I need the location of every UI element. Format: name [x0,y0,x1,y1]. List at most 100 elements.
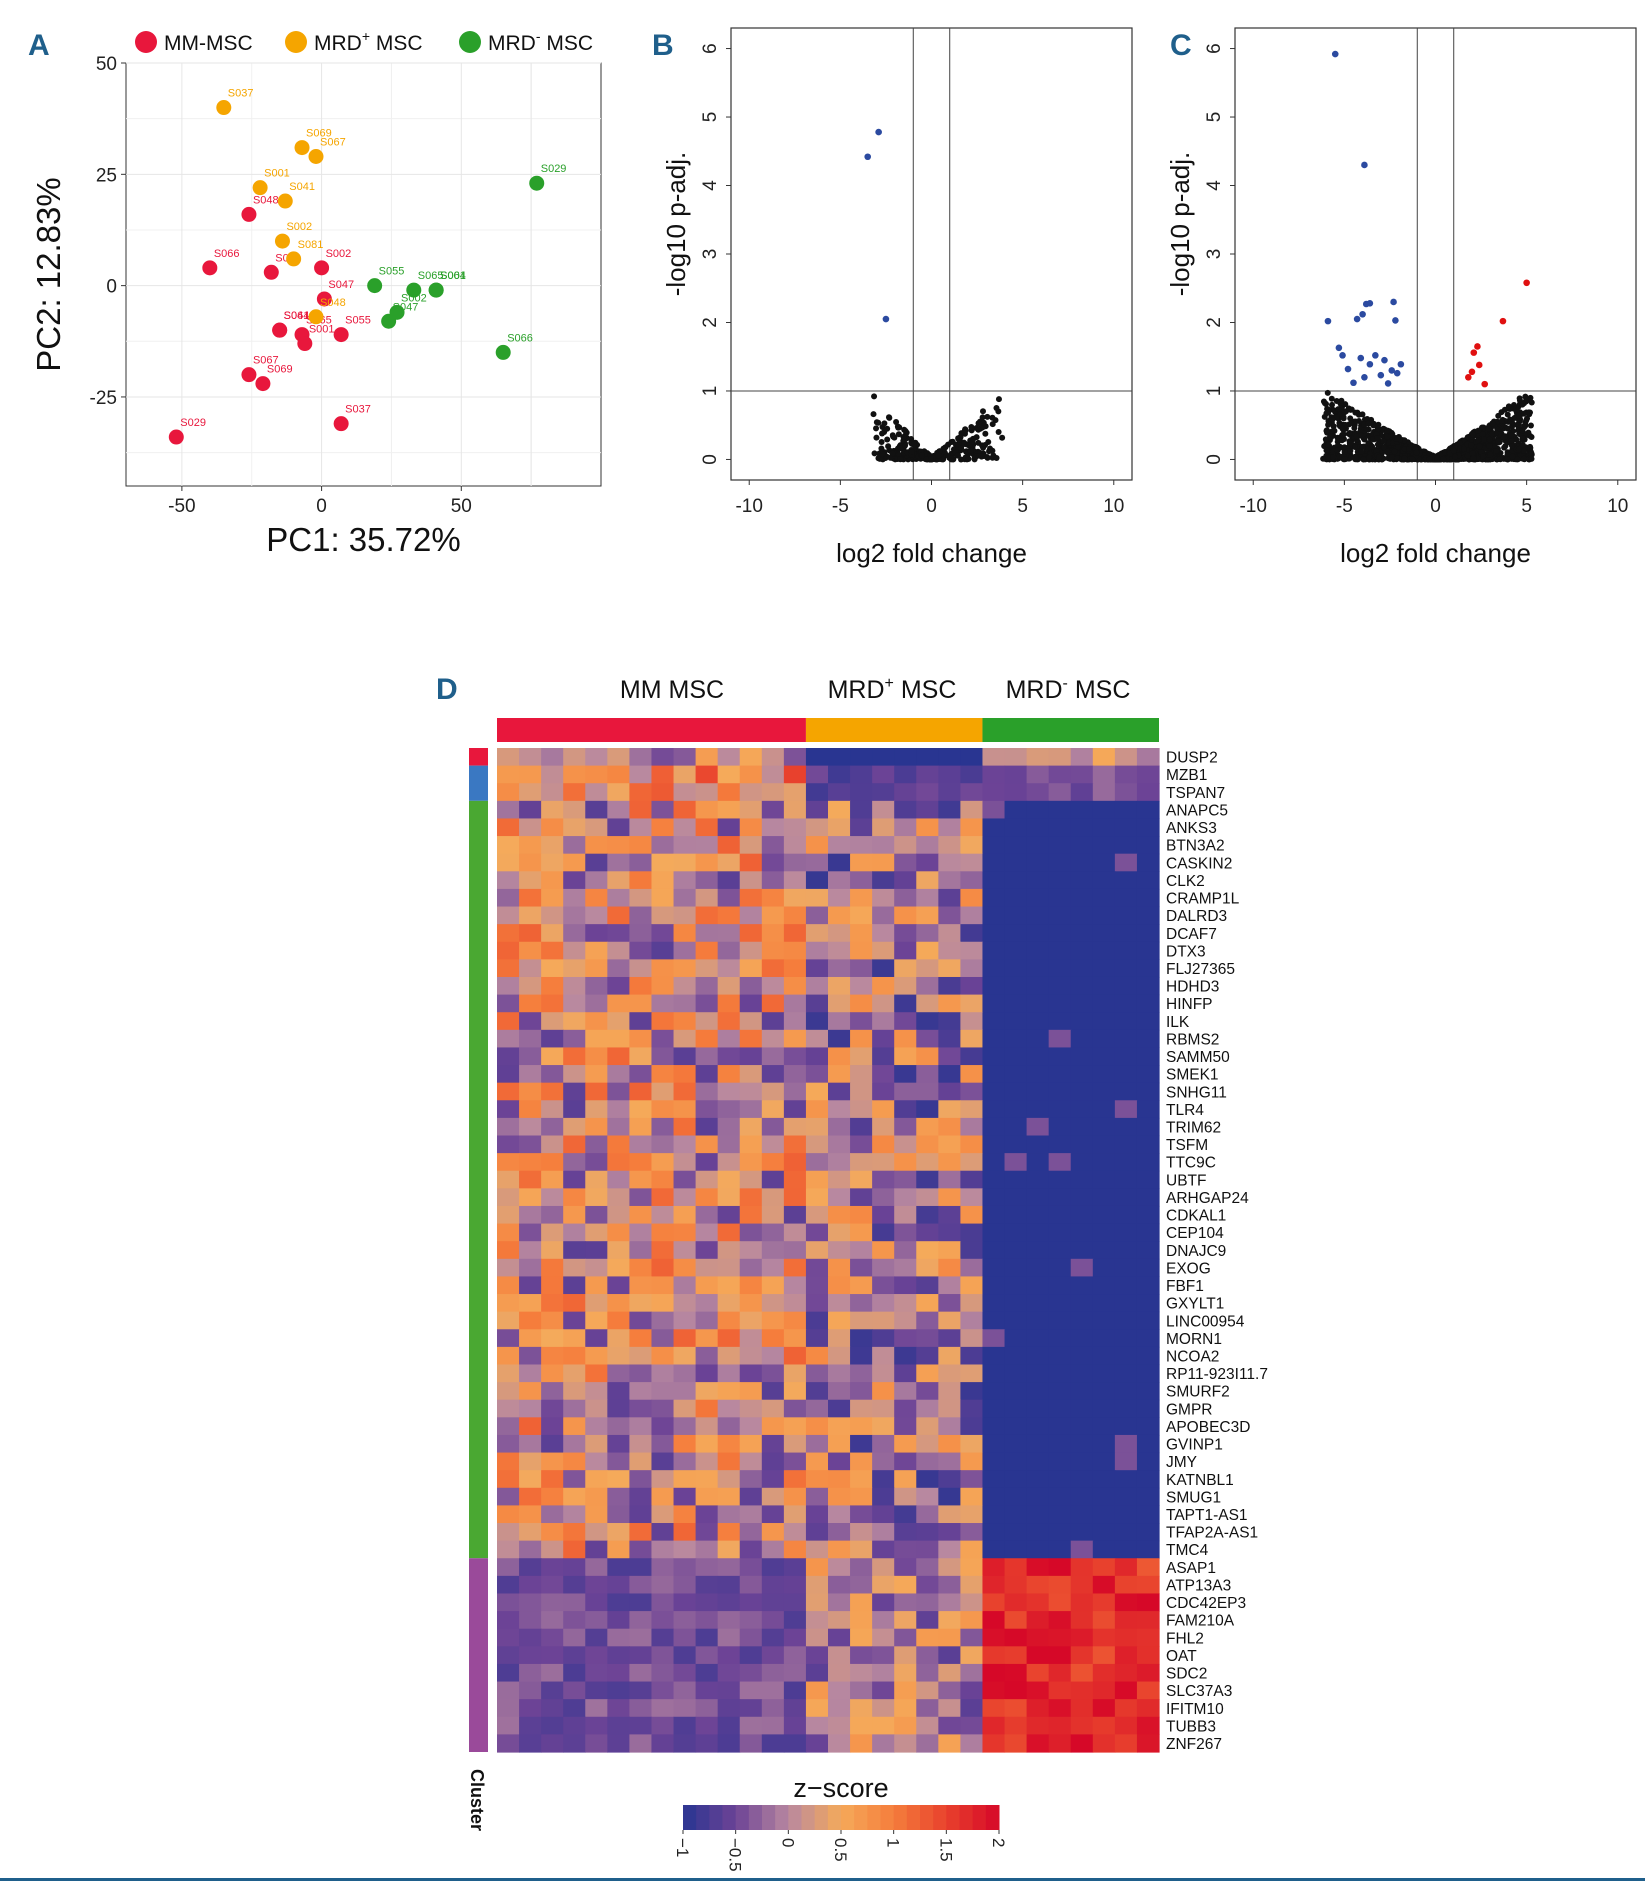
heatmap-gene-label: LINC00954 [1166,1313,1245,1330]
heatmap-cell [960,1188,984,1207]
pca-point-label: S065 [418,270,444,282]
heatmap-cell [1048,871,1072,890]
heatmap-cell [607,765,630,784]
heatmap-cell [651,871,675,890]
volcano-c-point [1374,441,1381,448]
heatmap-cell [607,959,630,978]
heatmap-cell [1026,783,1050,802]
volcano-c-point [1489,420,1496,427]
heatmap-cell [938,1575,961,1595]
heatmap-cell [872,1575,895,1595]
heatmap-gene-label: APOBEC3D [1166,1419,1250,1436]
heatmap-cell [1070,1276,1094,1295]
heatmap-cell [695,1065,719,1084]
heatmap-gene-label: CDC42EP3 [1166,1595,1246,1612]
heatmap-cell [894,748,917,767]
heatmap-cell [916,1258,939,1278]
heatmap-cell [960,1646,984,1665]
heatmap-cell [541,1699,564,1718]
heatmap-cell [1026,1470,1050,1489]
panel-letter-c: C [1170,29,1192,62]
heatmap-cell [519,906,542,925]
heatmap-cell [519,1135,542,1154]
heatmap-cell [1136,748,1160,767]
heatmap-cell [497,1276,520,1295]
heatmap-cell [585,1452,608,1471]
heatmap-cell [717,1487,741,1507]
heatmap-cell [1136,1135,1160,1154]
heatmap-cell [761,888,785,908]
heatmap-cell [629,1505,653,1524]
heatmap-cell [585,1047,608,1066]
heatmap-cell [761,1294,785,1313]
volcano-c-point-down [1397,360,1405,368]
heatmap-cell [629,1558,653,1577]
heatmap-cell [1026,871,1050,890]
heatmap-cell [916,1663,939,1683]
heatmap-cell [938,1399,961,1418]
heatmap-cell [1114,1241,1138,1260]
volcano-c-point [1469,450,1476,457]
heatmap-cell [1114,1065,1138,1084]
heatmap-cell [563,1170,586,1189]
heatmap-cell [960,906,984,925]
heatmap-cell [960,1434,984,1454]
heatmap-cell [783,1065,807,1084]
pca-point-label: S002 [286,221,312,233]
pca-point [272,322,288,338]
heatmap-cell [916,1399,939,1418]
heatmap-cell [916,1382,939,1401]
heatmap-cell [872,1523,895,1542]
pca-point [495,344,511,360]
heatmap-cell [585,941,608,960]
volcano-b-point [889,450,896,457]
heatmap-cell [563,1258,586,1278]
heatmap-cell [1026,1452,1050,1471]
heatmap-cell [651,1628,675,1647]
heatmap-cell [673,1223,697,1242]
volcano-c-point [1346,430,1353,437]
heatmap-cell [894,1681,917,1700]
heatmap-cell [1048,941,1072,960]
heatmap-cell [1048,1523,1072,1542]
heatmap-cell [982,1223,1006,1242]
heatmap-cell [1004,959,1028,978]
heatmap-cell [541,1135,564,1154]
heatmap-cell [938,1628,961,1647]
volcano-c-point [1321,400,1328,407]
heatmap-cell [651,783,675,802]
heatmap-cell [872,1663,895,1683]
heatmap-cell [761,836,785,855]
heatmap-cell [783,1294,807,1313]
heatmap-cell [805,959,829,978]
heatmap-cell [695,941,719,960]
heatmap-cell [1092,1505,1116,1524]
heatmap-cell [541,1575,564,1595]
heatmap-cell [1048,994,1072,1013]
heatmap-cell [850,1628,873,1647]
heatmap-cell [850,1047,873,1066]
heatmap-gene-label: TAPT1-AS1 [1166,1507,1248,1524]
volcano-c-point-down [1357,354,1365,362]
pca-point [428,282,444,298]
heatmap-cell [1048,1382,1072,1401]
volcano-c-point [1508,442,1515,449]
heatmap-cell [894,1223,917,1242]
heatmap-cell [850,800,873,820]
colorbar-tick-label: 1 [884,1838,903,1847]
heatmap-cell [651,1434,675,1454]
heatmap-cell [1114,1734,1138,1753]
heatmap-cell [783,1276,807,1295]
heatmap-cell [651,1699,675,1718]
heatmap-cell [497,1047,520,1066]
heatmap-cell [916,1311,939,1330]
heatmap-cell [960,748,984,767]
pca-point-label: S067 [320,137,346,149]
heatmap-cell [607,1100,630,1119]
heatmap-cell [497,1399,520,1418]
heatmap-cell [695,1505,719,1524]
heatmap-cell [695,1540,719,1559]
pca-point [297,336,313,352]
heatmap-cell [938,1012,961,1031]
heatmap-cell [651,1663,675,1683]
